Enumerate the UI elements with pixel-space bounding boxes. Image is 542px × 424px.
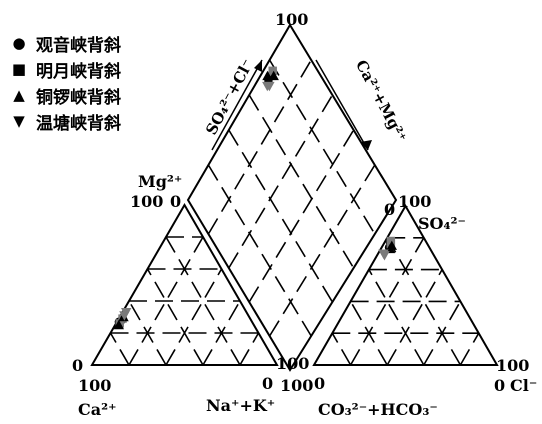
anion-left-0-tick: 0 xyxy=(314,374,326,393)
cation-triangle-frame xyxy=(90,203,279,366)
cation-left-100-tick: 100 xyxy=(78,376,112,395)
anion-gridline xyxy=(368,269,425,366)
diamond-right-arrow-head xyxy=(360,140,372,150)
anion-left-100-tick: 100 xyxy=(280,376,314,395)
anion-gridline xyxy=(331,332,352,366)
diamond-sample-point xyxy=(262,81,273,92)
cation-sample-point xyxy=(119,311,130,321)
cation-apex-100-tick: 100 xyxy=(130,192,164,211)
diamond-left-arrow-head xyxy=(254,60,262,72)
circle-marker-icon: ● xyxy=(12,34,26,52)
diamond-left-arrow-line xyxy=(211,59,263,151)
cation-right-100-tick: 100 xyxy=(276,354,310,373)
anion-sample-point xyxy=(386,236,396,246)
legend-label: 观音峡背斜 xyxy=(36,35,121,56)
legend-entry: ▲ 铜锣峡背斜 xyxy=(8,82,121,108)
cation-gridline xyxy=(239,332,260,366)
anion-gridline xyxy=(423,301,462,366)
diamond-top-tick: 100 xyxy=(275,10,309,29)
diamond-right-arrow-line xyxy=(315,59,369,151)
cation-apex-0-tick: 0 xyxy=(170,192,182,211)
legend-entry: ▼ 温塘峡背斜 xyxy=(8,108,121,134)
cation-left-label: Ca²⁺ xyxy=(78,400,117,419)
legend-label: 铜锣峡背斜 xyxy=(36,87,121,108)
cation-left-0-tick: 0 xyxy=(72,356,84,375)
legend-label: 明月峡背斜 xyxy=(36,61,121,82)
triangle-down-marker-icon: ▼ xyxy=(13,112,25,130)
anion-right-label: Cl⁻ xyxy=(510,376,538,395)
diamond-gridline xyxy=(228,129,334,303)
diamond-sample-point xyxy=(268,66,277,75)
triangle-up-marker-icon: ▲ xyxy=(13,86,25,104)
cation-gridline xyxy=(128,300,167,366)
cation-sample-point xyxy=(113,319,124,330)
cation-right-label: Na⁺+K⁺ xyxy=(206,396,276,415)
anion-left-label: CO₃²⁻+HCO₃⁻ xyxy=(318,400,438,419)
cation-apex-label: Mg²⁺ xyxy=(138,172,183,191)
anion-gridline xyxy=(386,237,462,366)
dashed-gridlines xyxy=(109,59,480,366)
anion-apex-label: SO₄²⁻ xyxy=(418,214,466,233)
anion-sample-point xyxy=(378,249,389,259)
anion-triangle-frame xyxy=(312,203,499,366)
cation-gridline xyxy=(202,300,241,366)
diamond-gridline xyxy=(268,164,376,337)
diamond-gridline xyxy=(207,59,312,235)
cation-right-0-tick: 0 xyxy=(262,374,274,393)
diamond-gridline xyxy=(248,94,355,269)
cation-gridline xyxy=(146,268,204,366)
legend-label: 温塘峡背斜 xyxy=(36,113,121,134)
cation-gridline xyxy=(109,332,130,366)
cation-gridline xyxy=(165,268,223,366)
anion-apex-0-tick: 0 xyxy=(384,200,396,219)
diamond-gridline xyxy=(228,94,334,269)
diamond-frame xyxy=(186,23,398,372)
diagram-frames xyxy=(90,23,499,372)
legend-entry: ■ 明月峡背斜 xyxy=(8,56,121,82)
anion-right-0-tick: 0 xyxy=(494,376,506,395)
legend: ● 观音峡背斜 ■ 明月峡背斜 ▲ 铜锣峡背斜 ▼ 温塘峡背斜 xyxy=(8,30,121,134)
diamond-gridline xyxy=(207,164,312,337)
diamond-gridline xyxy=(268,59,376,235)
anion-gridline xyxy=(349,301,388,366)
anion-gridline xyxy=(459,332,480,366)
anion-gridline xyxy=(386,269,443,366)
square-marker-icon: ■ xyxy=(11,60,27,78)
diamond-sample-point xyxy=(268,70,279,81)
legend-entry: ● 观音峡背斜 xyxy=(8,30,121,56)
sample-markers xyxy=(113,66,397,330)
anion-right-100-tick: 100 xyxy=(496,356,530,375)
anion-apex-100-tick: 100 xyxy=(398,192,432,211)
diamond-gridline xyxy=(248,129,355,303)
